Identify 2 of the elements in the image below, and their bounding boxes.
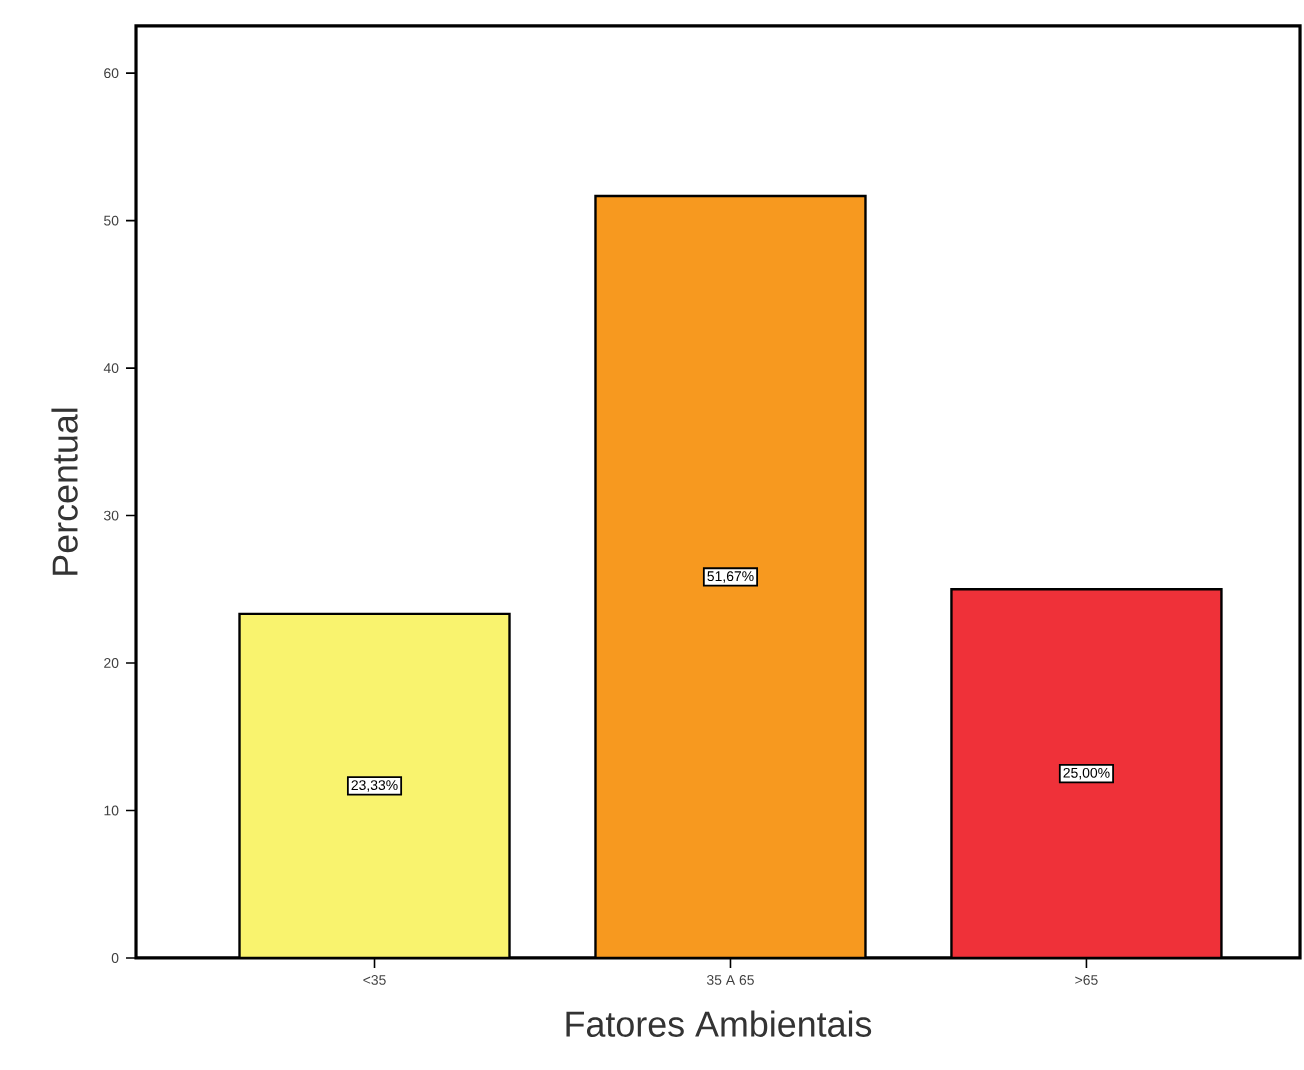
x-axis-title: Fatores Ambientais: [566, 1010, 872, 1037]
y-axis-title: Percentual: [51, 408, 78, 575]
